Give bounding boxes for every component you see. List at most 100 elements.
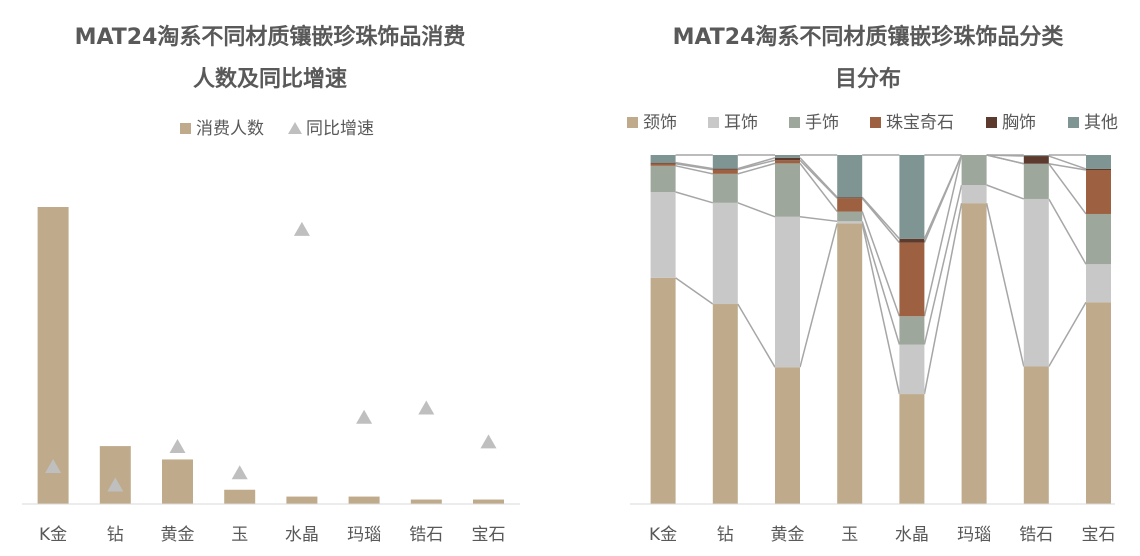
- right-legend-swatch-3: [789, 117, 800, 128]
- left-bar-cat-4: [224, 489, 256, 504]
- right-segment-cat-3-series-3: [775, 163, 800, 217]
- right-legend-swatch-1: [627, 117, 638, 128]
- right-legend-swatch-2: [708, 117, 719, 128]
- right-segment-cat-1-series-6: [650, 155, 676, 163]
- right-legend-swatch-6: [1068, 117, 1079, 128]
- series-line-2-seg-2: [737, 202, 776, 218]
- left-marker-cat-1: [45, 459, 62, 474]
- right-segment-cat-2-series-6: [712, 155, 738, 169]
- right-segment-cat-4-series-4: [837, 198, 863, 212]
- right-tick-cat-4: 玉: [841, 525, 858, 545]
- right-segment-cat-5-series-6: [899, 155, 925, 239]
- left-marker-cat-8: [480, 434, 497, 449]
- left-chart-title-line-1: MAT24淘系不同材质镶嵌珍珠饰品消费: [75, 24, 466, 50]
- series-line-3-seg-1: [675, 165, 713, 175]
- left-bar-cat-5: [286, 496, 318, 504]
- right-chart-title-line-1: MAT24淘系不同材质镶嵌珍珠饰品分类: [673, 24, 1065, 50]
- left-tick-cat-4: 玉: [231, 525, 248, 545]
- left-chart-title-line-2: 人数及同比增速: [193, 66, 347, 92]
- left-chart-markers: [45, 221, 497, 492]
- right-segment-cat-8-series-6: [1086, 155, 1111, 169]
- left-legend-swatch-markers: [288, 122, 302, 134]
- right-segment-cat-8-series-3: [1086, 213, 1111, 265]
- left-tick-cat-8: 宝石: [472, 525, 506, 545]
- right-segment-cat-8-series-5: [1086, 168, 1111, 171]
- right-chart: MAT24淘系不同材质镶嵌珍珠饰品分类 目分布 颈饰 耳饰 手饰 珠宝奇石 胸饰 其他 K…: [627, 24, 1118, 545]
- right-segment-cat-3-series-4: [775, 160, 800, 164]
- right-segment-cat-3-series-6: [775, 155, 800, 158]
- right-segment-cat-6-series-1: [961, 203, 987, 505]
- right-segment-cat-7-series-1: [1023, 366, 1049, 504]
- right-segment-cat-4-series-6: [837, 155, 863, 198]
- right-chart-series-lines: [675, 154, 1087, 395]
- right-segment-cat-4-series-5: [837, 197, 863, 199]
- right-segment-cat-3-series-2: [775, 216, 800, 368]
- right-segment-cat-2-series-5: [712, 168, 738, 170]
- right-segment-cat-8-series-1: [1086, 302, 1111, 504]
- left-bar-cat-1: [37, 207, 69, 504]
- series-line-1-seg-7: [1048, 301, 1087, 367]
- right-legend-label-6: 其他: [1084, 113, 1118, 133]
- right-legend-label-4: 珠宝奇石: [886, 113, 954, 133]
- right-segment-cat-4-series-2: [837, 221, 863, 224]
- left-bar-cat-3: [162, 459, 193, 504]
- left-legend-swatch-bars: [180, 123, 191, 134]
- right-segment-cat-5-series-2: [899, 344, 925, 395]
- series-line-2-seg-4: [861, 221, 901, 345]
- series-line-3-seg-5: [923, 154, 963, 317]
- right-segment-cat-2-series-3: [712, 173, 738, 203]
- series-line-5-seg-2: [737, 157, 776, 170]
- left-tick-cat-5: 水晶: [285, 525, 319, 545]
- left-marker-cat-3: [169, 439, 186, 454]
- series-line-2-seg-7: [1048, 198, 1087, 265]
- series-line-4-seg-4: [861, 197, 900, 244]
- right-segment-cat-7-series-3: [1023, 163, 1049, 199]
- right-tick-cat-3: 黄金: [771, 525, 805, 545]
- series-line-2-seg-3: [799, 216, 838, 223]
- right-chart-title-line-2: 目分布: [835, 66, 901, 92]
- left-chart: MAT24淘系不同材质镶嵌珍珠饰品消费 人数及同比增速 消费人数 同比增速 K金 钻…: [22, 24, 520, 545]
- series-line-3-seg-3: [799, 162, 838, 212]
- left-legend-label-bars: 消费人数: [196, 119, 264, 139]
- right-legend-label-1: 颈饰: [643, 113, 677, 133]
- series-line-1-seg-1: [675, 277, 714, 305]
- right-segment-cat-1-series-3: [650, 165, 676, 192]
- right-tick-cat-7: 锆石: [1019, 525, 1053, 545]
- right-segment-cat-3-series-5: [775, 157, 800, 161]
- series-line-4-seg-6: [986, 154, 1024, 165]
- right-legend-label-3: 手饰: [805, 113, 839, 133]
- left-bar-cat-2: [99, 446, 131, 504]
- right-tick-cat-2: 钻: [717, 525, 734, 545]
- right-segment-cat-5-series-4: [899, 242, 925, 317]
- right-legend-label-5: 胸饰: [1002, 113, 1036, 133]
- right-segment-cat-7-series-2: [1023, 198, 1049, 367]
- right-segment-cat-1-series-2: [650, 191, 676, 278]
- right-tick-cat-1: K金: [649, 525, 677, 545]
- right-segment-cat-3-series-1: [775, 367, 800, 504]
- left-marker-cat-5: [293, 221, 310, 236]
- left-tick-cat-2: 钻: [107, 525, 124, 545]
- left-chart-legend: 消费人数 同比增速: [180, 119, 374, 139]
- left-chart-x-tick-labels: K金 钻 黄金 玉 水晶 玛瑙 锆石 宝石: [39, 525, 505, 545]
- series-line-5-seg-1: [675, 161, 713, 170]
- left-marker-cat-2: [107, 477, 124, 492]
- series-line-4-seg-7: [1048, 162, 1087, 171]
- series-line-1-seg-4: [861, 223, 901, 395]
- series-line-1-seg-5: [923, 203, 963, 395]
- series-line-4-seg-1: [675, 162, 713, 171]
- series-line-5-seg-4: [861, 196, 900, 240]
- right-segment-cat-2-series-2: [712, 202, 738, 305]
- right-segment-cat-8-series-2: [1086, 264, 1111, 303]
- left-marker-cat-7: [418, 400, 435, 415]
- right-chart-stacked-bars: [650, 155, 1111, 505]
- left-tick-cat-3: 黄金: [161, 525, 195, 545]
- right-segment-cat-5-series-5: [899, 238, 925, 243]
- right-segment-cat-1-series-4: [650, 163, 676, 166]
- series-line-3-seg-7: [1048, 163, 1087, 215]
- right-chart-legend: 颈饰 耳饰 手饰 珠宝奇石 胸饰 其他: [627, 113, 1118, 133]
- right-segment-cat-2-series-4: [712, 169, 738, 174]
- series-line-1-seg-3: [799, 223, 838, 368]
- series-line-5-seg-3: [799, 157, 838, 198]
- right-tick-cat-6: 玛瑙: [957, 525, 991, 545]
